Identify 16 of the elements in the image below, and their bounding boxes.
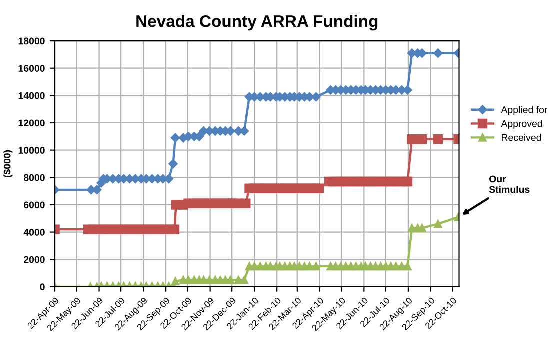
y-axis-title: ($000) [3, 150, 13, 178]
legend-label: Received [502, 134, 542, 142]
legend-label: Approved [501, 120, 542, 130]
y-tick-label: 12000 [18, 120, 45, 127]
chart-title: Nevada County ARRA Funding [136, 15, 378, 31]
annotation: Our Stimulus [489, 176, 530, 194]
y-tick-label: 10000 [18, 147, 45, 154]
legend-label: Applied for [501, 106, 548, 116]
y-tick-label: 4000 [24, 229, 45, 236]
y-tick-label: 16000 [18, 65, 45, 72]
y-tick-label: 18000 [18, 38, 45, 45]
y-tick-label: 6000 [24, 202, 45, 209]
y-tick-label: 2000 [24, 256, 45, 264]
y-tick-label: 14000 [18, 92, 45, 100]
y-tick-label: 0 [40, 284, 45, 291]
y-tick-label: 8000 [24, 174, 45, 182]
